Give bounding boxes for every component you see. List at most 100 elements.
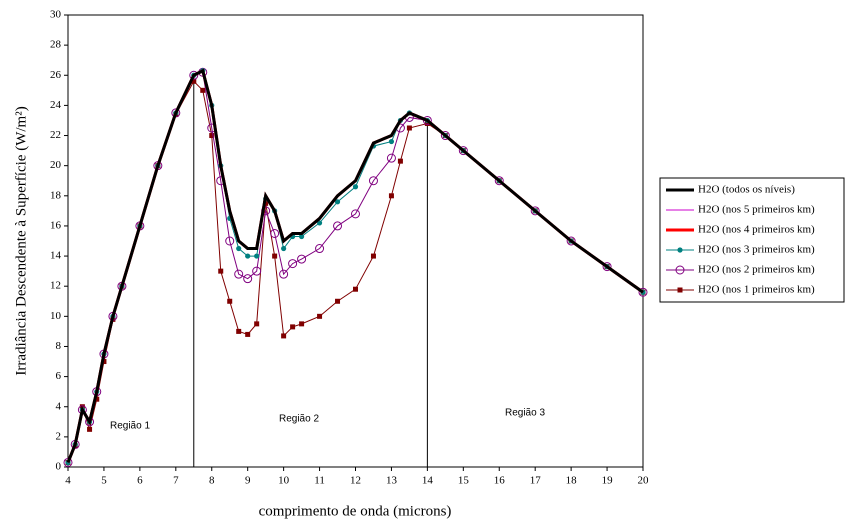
y-tick-label: 22	[50, 129, 61, 141]
marker	[200, 87, 206, 93]
marker	[281, 245, 287, 252]
marker	[94, 396, 100, 402]
marker	[279, 269, 289, 279]
x-tick-label: 20	[638, 475, 650, 487]
marker	[218, 268, 224, 274]
marker	[288, 259, 298, 269]
marker	[353, 286, 358, 292]
legend-label: H2O (nos 1 primeiros km)	[698, 284, 815, 296]
region-label: Região 2	[279, 414, 319, 425]
marker	[245, 331, 251, 337]
marker	[388, 193, 394, 199]
y-tick-label: 8	[56, 340, 62, 352]
legend-label: H2O (nos 4 primeiros km)	[698, 224, 815, 236]
marker	[388, 138, 395, 145]
marker	[234, 269, 244, 279]
x-tick-label: 16	[494, 475, 506, 487]
series-line	[66, 68, 644, 464]
y-tick-label: 30	[50, 9, 62, 21]
marker	[209, 133, 215, 139]
marker	[352, 184, 359, 190]
marker	[494, 176, 504, 186]
marker	[270, 228, 280, 238]
marker	[297, 254, 307, 264]
marker	[87, 426, 93, 432]
marker	[236, 245, 242, 252]
marker	[530, 206, 540, 216]
marker	[351, 209, 360, 219]
x-tick-label: 12	[350, 475, 361, 487]
marker	[638, 287, 648, 297]
marker	[317, 313, 323, 319]
marker	[440, 131, 450, 141]
marker	[272, 253, 278, 259]
y-tick-label: 26	[50, 69, 62, 81]
legend-label: H2O (nos 3 primeiros km)	[698, 244, 815, 256]
marker	[406, 125, 412, 131]
x-tick-label: 6	[137, 475, 143, 487]
legend-label: H2O (nos 2 primeiros km)	[698, 264, 815, 276]
x-tick-label: 19	[602, 475, 614, 487]
marker	[281, 333, 287, 339]
y-tick-label: 16	[50, 219, 62, 231]
marker	[315, 244, 325, 254]
y-tick-label: 20	[50, 159, 62, 171]
series-line	[67, 70, 644, 463]
series-line	[67, 80, 644, 463]
y-tick-label: 0	[56, 461, 62, 473]
marker	[424, 120, 430, 126]
series	[65, 78, 646, 465]
series	[63, 67, 648, 467]
x-tick-label: 9	[245, 475, 251, 487]
region-label: Região 1	[110, 421, 150, 432]
y-tick-label: 18	[50, 189, 62, 201]
marker	[243, 274, 253, 284]
marker	[245, 253, 251, 259]
legend-label: H2O (todos os níveis)	[698, 184, 795, 196]
series	[66, 68, 644, 464]
marker	[227, 298, 233, 304]
series-line	[66, 68, 644, 464]
plot-area	[67, 14, 644, 468]
x-tick-label: 14	[422, 475, 434, 487]
legend-label: H2O (nos 5 primeiros km)	[698, 204, 815, 216]
x-tick-label: 11	[314, 475, 325, 487]
x-tick-label: 5	[101, 475, 107, 487]
y-tick-label: 6	[56, 370, 62, 382]
marker	[370, 253, 376, 259]
marker	[254, 253, 260, 259]
y-tick-label: 2	[56, 430, 62, 442]
y-tick-label: 10	[50, 310, 62, 322]
marker	[298, 233, 305, 240]
series	[66, 68, 644, 464]
marker	[225, 236, 235, 246]
series-line	[67, 70, 644, 463]
x-tick-label: 13	[386, 475, 398, 487]
marker	[368, 176, 378, 186]
y-tick-label: 24	[50, 99, 62, 111]
marker	[677, 287, 683, 293]
marker	[677, 247, 683, 253]
marker	[236, 328, 242, 334]
y-tick-label: 12	[50, 280, 61, 292]
marker	[189, 70, 199, 80]
y-tick-label: 4	[56, 400, 62, 412]
x-tick-label: 15	[458, 475, 470, 487]
y-axis-label: Irradiância Descendente à Superfície (W/…	[13, 106, 29, 375]
series-line	[67, 71, 644, 463]
marker	[252, 266, 262, 276]
marker	[254, 321, 260, 327]
marker	[299, 321, 305, 327]
marker	[675, 265, 685, 275]
x-tick-label: 10	[278, 475, 290, 487]
marker	[386, 153, 396, 163]
x-tick-label: 17	[530, 475, 542, 487]
marker	[602, 262, 612, 272]
y-tick-label: 14	[50, 250, 62, 262]
marker	[422, 115, 432, 125]
x-tick-label: 18	[566, 475, 578, 487]
y-tick-label: 28	[50, 39, 62, 51]
series	[65, 68, 646, 466]
marker	[566, 236, 576, 246]
marker	[191, 78, 197, 84]
